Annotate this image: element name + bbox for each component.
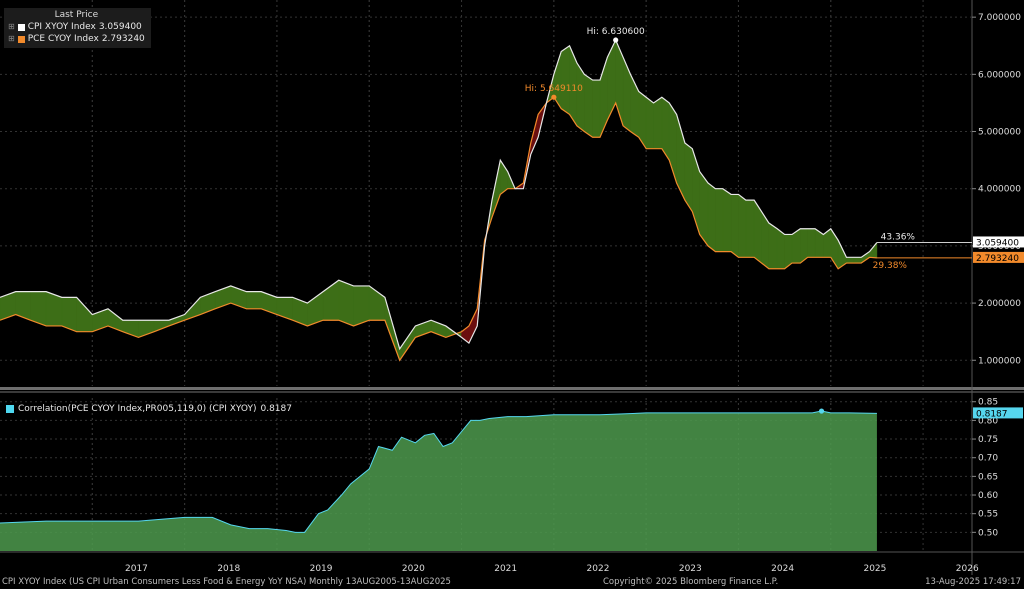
spread-fill-segment — [622, 57, 631, 133]
x-tick-label: 2021 — [494, 564, 517, 574]
y-tick-label: 0.85 — [978, 398, 998, 408]
spread-fill-segment — [246, 291, 262, 310]
x-tick-label: 2018 — [217, 564, 240, 574]
x-tick-label: 2024 — [771, 564, 794, 574]
x-tick-label: 2017 — [125, 564, 148, 574]
correlation-value: 0.8187 — [260, 404, 292, 414]
chart-legend: Last Price ⊞ CPI XYOY Index 3.059400 ⊞ P… — [4, 8, 151, 48]
y-tick-label: 0.50 — [978, 528, 998, 538]
correlation-high-marker — [818, 408, 825, 414]
spread-fill-segment — [722, 188, 732, 252]
expand-icon[interactable]: ⊞ — [8, 34, 15, 43]
spread-fill-segment — [645, 96, 654, 149]
correlation-last-value-text: 0.8187 — [976, 409, 1008, 419]
legend-header: Last Price — [54, 10, 99, 20]
legend-item-pce[interactable]: ⊞ PCE CYOY Index 2.793240 — [8, 33, 145, 45]
spread-fill-segment — [745, 199, 755, 258]
footer-bar: CPI XYOY Index (US CPI Urban Consumers L… — [0, 576, 1024, 589]
x-tick-label: 2020 — [402, 564, 425, 574]
footer-description: CPI XYOY Index (US CPI Urban Consumers L… — [2, 577, 451, 587]
spread-fill-segment — [776, 228, 785, 270]
x-tick-label: 2019 — [310, 564, 333, 574]
spread-fill-segment — [860, 251, 870, 264]
y-tick-label: 2.000000 — [978, 299, 1021, 309]
spread-fill-segment — [353, 285, 370, 327]
y-tick-label: 5.000000 — [978, 128, 1021, 138]
y-tick-label: 0.75 — [978, 435, 998, 445]
spread-fill-segment — [592, 79, 601, 138]
pce-last-value-text: 2.793240 — [976, 254, 1019, 264]
pce-percent-label: 29.38% — [873, 261, 908, 271]
cpi-last-value-box — [973, 236, 1024, 248]
legend-item-cpi[interactable]: ⊞ CPI XYOY Index 3.059400 — [8, 21, 145, 33]
spread-fill-segment — [607, 39, 616, 121]
y-tick-label: 0.70 — [978, 454, 998, 464]
pce-high-marker — [551, 94, 557, 100]
cpi-percent-label: 43.36% — [881, 232, 916, 242]
legend-value-pce: 2.793240 — [101, 34, 145, 44]
cpi-high-label: Hi: 6.630600 — [587, 27, 645, 37]
cpi-series-line — [0, 38, 878, 351]
cpi-high-marker — [613, 37, 619, 43]
y-tick-label: 4.000000 — [978, 185, 1021, 195]
spread-fill-segment — [653, 96, 663, 149]
x-tick-label: 2026 — [956, 564, 979, 574]
spread-fill-segment — [638, 90, 647, 150]
legend-value-cpi: 3.059400 — [98, 22, 142, 32]
correlation-label: Correlation(PCE CYOY Index,PR005,119,0) … — [18, 404, 257, 414]
spread-fill-segment — [807, 228, 816, 258]
x-axis-band — [0, 553, 1024, 575]
spread-fill-segment — [846, 257, 855, 264]
spread-fill-segment — [707, 182, 716, 253]
legend-swatch-pce — [17, 35, 25, 43]
spread-fill-segment — [153, 319, 170, 333]
y-tick-label: 0.65 — [978, 472, 998, 482]
legend-swatch-cpi — [17, 23, 25, 31]
spread-fill-segment — [853, 257, 862, 264]
spread-fill-segment — [399, 325, 416, 362]
y-tick-label: 0.55 — [978, 510, 998, 520]
spread-fill-segment — [715, 188, 724, 252]
spread-fill-segment — [468, 308, 478, 344]
legend-label-cpi: CPI XYOY Index — [27, 22, 96, 32]
spread-fill-segment — [768, 222, 778, 270]
y-tick-label: 7.000000 — [978, 13, 1021, 23]
spread-fill-segment — [584, 73, 593, 138]
cpi-last-value-text: 3.059400 — [976, 238, 1019, 248]
spread-fill-segment — [699, 170, 709, 247]
spread-fill-segment — [76, 296, 93, 332]
correlation-swatch — [6, 405, 14, 413]
spread-fill-segment — [738, 193, 747, 258]
footer-copyright: Copyright© 2025 Bloomberg Finance L.P. — [603, 577, 779, 587]
y-tick-label: 1.000000 — [978, 356, 1021, 366]
x-tick-label: 2022 — [587, 564, 610, 574]
spread-fill-segment — [761, 210, 770, 270]
legend-label-pce: PCE CYOY Index — [27, 34, 99, 44]
x-tick-label: 2025 — [863, 564, 886, 574]
spread-fill-segment — [560, 45, 570, 115]
panel-separator — [0, 387, 1024, 390]
correlation-legend[interactable]: Correlation(PCE CYOY Index,PR005,119,0) … — [6, 404, 292, 414]
spread-fill-segment — [168, 314, 185, 327]
correlation-area — [0, 411, 877, 551]
spread-fill-segment — [730, 194, 739, 258]
pce-high-label: Hi: 5.649110 — [525, 84, 583, 94]
y-tick-label: 0.60 — [978, 491, 998, 501]
footer-timestamp: 13-Aug-2025 17:49:17 — [925, 577, 1021, 587]
spread-fill-segment — [553, 51, 562, 110]
correlation-line — [0, 410, 877, 533]
panel-separator — [0, 391, 1024, 393]
y-tick-label: 6.000000 — [978, 70, 1021, 80]
y-tick-label: 0.80 — [978, 416, 998, 426]
correlation-last-value-box — [973, 407, 1023, 419]
x-tick-label: 2023 — [679, 564, 702, 574]
expand-icon[interactable]: ⊞ — [8, 22, 15, 31]
pce-last-value-box — [973, 251, 1024, 263]
spread-fill-segment — [338, 279, 354, 327]
